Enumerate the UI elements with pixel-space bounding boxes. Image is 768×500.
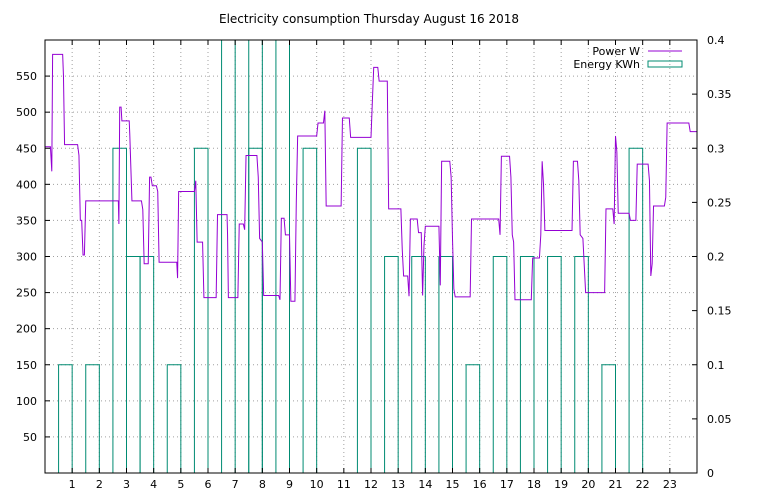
energy-bar [248,39,263,474]
x-tick-label: 3 [123,478,130,491]
y-tick-label: 400 [16,178,37,191]
y-tick-label: 300 [16,251,37,264]
power-series-line [45,53,697,302]
y2-tick-label: 0.3 [707,142,725,155]
x-tick-label: 8 [259,478,266,491]
x-tick-label: 20 [581,478,595,491]
y-tick-label: 50 [23,431,37,444]
y2-tick-label: 0.15 [707,305,732,318]
x-tick-label: 15 [446,478,460,491]
energy-bar [302,147,318,474]
energy-bar [356,147,372,474]
axes: 1 2 3 4 5 6 7 8 9 10 11 12 13 14 15 16 17 18 19 20 21 22 23501… [16,34,732,491]
energy-bar [166,364,182,474]
x-tick-label: 17 [500,478,514,491]
energy-bar [112,147,127,474]
energy-bar [465,364,481,474]
power-line-layer [45,53,697,302]
energy-bar [58,364,73,474]
energy-bar [384,256,399,474]
y2-tick-label: 0.4 [707,34,725,47]
y-tick-label: 350 [16,214,37,227]
energy-bar [628,147,644,474]
x-tick-label: 21 [609,478,623,491]
y-tick-label: 150 [16,359,37,372]
legend-swatch-energy [647,60,683,68]
x-tick-label: 10 [310,478,324,491]
energy-bar [248,147,263,474]
x-tick-label: 12 [364,478,378,491]
y-tick-label: 450 [16,142,37,155]
x-tick-label: 6 [205,478,212,491]
y2-tick-label: 0.05 [707,413,732,426]
plot-border [44,39,698,474]
y-tick-label: 200 [16,323,37,336]
x-tick-label: 2 [96,478,103,491]
x-tick-label: 4 [150,478,157,491]
x-tick-label: 14 [418,478,432,491]
energy-bars [58,39,644,474]
legend-label-energy: Energy KWh [573,58,640,71]
energy-bar [139,256,155,474]
energy-bar [492,256,508,474]
x-tick-label: 7 [232,478,239,491]
x-tick-label: 16 [473,478,487,491]
chart-title: Electricity consumption Thursday August … [219,12,519,26]
y2-tick-label: 0.1 [707,359,725,372]
legend: Power W Energy KWh [573,45,683,71]
y-tick-label: 100 [16,395,37,408]
energy-bar [85,364,100,474]
y-tick-label: 250 [16,287,37,300]
x-tick-label: 5 [177,478,184,491]
y2-tick-label: 0.25 [707,196,732,209]
x-tick-label: 18 [527,478,541,491]
y2-tick-label: 0 [707,467,714,480]
x-tick-label: 1 [69,478,76,491]
x-tick-label: 19 [554,478,568,491]
y-tick-label: 550 [16,70,37,83]
y2-tick-label: 0.35 [707,88,732,101]
x-tick-label: 11 [337,478,351,491]
y-tick-label: 500 [16,106,37,119]
energy-bar [601,364,617,474]
x-tick-label: 23 [663,478,677,491]
x-tick-label: 22 [636,478,650,491]
x-tick-label: 9 [286,478,293,491]
y2-tick-label: 0.2 [707,251,725,264]
x-tick-label: 13 [391,478,405,491]
legend-label-power: Power W [592,45,640,58]
